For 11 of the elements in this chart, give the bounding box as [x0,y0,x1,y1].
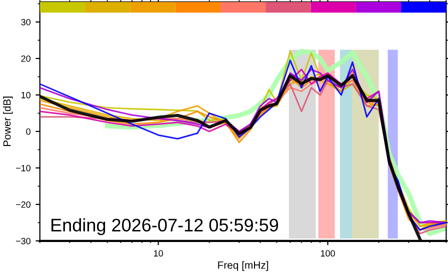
y-tick-label: 0 [26,128,30,135]
y-tick-label: −20 [16,201,30,208]
y-tick-label: −30 [16,238,30,244]
annotation: Ending 2026-07-12 05:59:59 [52,218,278,236]
x-tick-label: 100 [320,250,335,257]
y-tick-label: 30 [21,18,30,26]
y-tick-label: 10 [21,92,30,98]
y-tick-label: 20 [21,55,30,62]
y-axis-title: Power [dB] [3,96,13,146]
x-axis-title: Freq [mHz] [218,261,268,271]
y-tick-label: −10 [16,164,30,172]
